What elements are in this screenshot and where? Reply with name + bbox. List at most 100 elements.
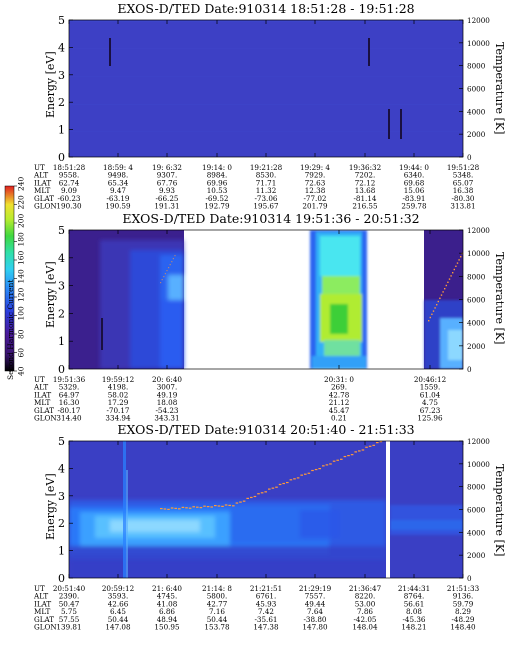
- temperature-point: [436, 304, 438, 306]
- temperature-point: [343, 455, 347, 458]
- temperature-point: [167, 508, 170, 510]
- y-right-tick-label: 6000: [467, 85, 486, 94]
- table-cell: -81.14: [353, 194, 376, 203]
- table-cell: 19:29: 4: [300, 163, 330, 172]
- temperature-point: [221, 505, 224, 507]
- temperature-point: [166, 270, 168, 272]
- table-cell: 67.76: [157, 178, 178, 187]
- y-right-tick-label: 4000: [467, 528, 486, 537]
- temperature-point: [163, 276, 165, 278]
- table-cell: 9.09: [61, 186, 77, 195]
- table-cell: 147.08: [105, 623, 131, 632]
- table-cell: 5800.: [207, 592, 228, 601]
- table-cell: 67.23: [420, 406, 441, 415]
- table-row-label: ILAT: [34, 390, 51, 399]
- table-cell: 139.81: [56, 623, 81, 632]
- table-cell: 19:21:28: [250, 163, 283, 172]
- table-cell: 64.97: [59, 390, 80, 399]
- panel-2: EXOS-D/TED Date:910314 19:51:36 - 20:51:…: [33, 211, 505, 423]
- table-cell: 50.44: [207, 615, 228, 624]
- panel-3-title: EXOS-D/TED Date:910314 20:51:40 - 21:51:…: [117, 422, 414, 437]
- y-tick-label: 3: [58, 69, 65, 82]
- table-cell: 71.71: [256, 178, 277, 187]
- temperature-point: [185, 507, 188, 509]
- temperature-point: [161, 279, 163, 281]
- table-cell: 56.61: [404, 599, 425, 608]
- temperature-point: [354, 451, 357, 453]
- table-cell: 4745.: [157, 592, 178, 601]
- table-row-label: GLAT: [34, 194, 54, 203]
- y-tick-label: 5: [58, 14, 65, 27]
- table-cell: 153.78: [204, 623, 230, 632]
- table-cell: 7557.: [305, 592, 326, 601]
- table-cell: 9.93: [159, 186, 175, 195]
- y-tick-label: 2: [58, 307, 65, 320]
- table-cell: 6340.: [404, 171, 425, 180]
- table-cell: 57.55: [59, 615, 80, 624]
- table-cell: 21.12: [329, 398, 350, 407]
- table-cell: -38.80: [303, 615, 326, 624]
- table-cell: 21:14: 8: [202, 584, 232, 593]
- table-cell: 7.16: [209, 607, 225, 616]
- temperature-point: [214, 505, 217, 507]
- temperature-point: [199, 507, 203, 509]
- table-cell: 216.55: [352, 202, 378, 211]
- table-cell: 11.32: [256, 186, 277, 195]
- colorbar: 40 60 80 100 120 140 160 180 200 220 240 Second Ha…: [4, 176, 26, 380]
- temperature-point: [278, 483, 282, 486]
- temperature-point: [169, 264, 171, 266]
- temperature-point: [322, 465, 325, 467]
- temperature-point: [168, 267, 170, 269]
- table-cell: 6.86: [159, 607, 175, 616]
- table-cell: 2390.: [59, 592, 80, 601]
- temperature-point: [376, 442, 379, 444]
- y-tick-label: 1: [58, 124, 65, 137]
- temperature-point: [325, 464, 329, 466]
- temperature-point: [232, 505, 235, 507]
- temperature-point: [347, 455, 350, 457]
- temperature-point: [172, 258, 174, 260]
- y-right-tick-label: 0: [467, 365, 472, 374]
- table-row-label: UT: [34, 163, 45, 172]
- y-right-tick-label: 12000: [467, 226, 490, 235]
- table-cell: 8.08: [406, 607, 422, 616]
- temperature-point: [368, 445, 372, 447]
- table-cell: 49.19: [157, 390, 178, 399]
- table-cell: 191.31: [154, 202, 179, 211]
- panel-3-ylabel: Energy [eV]: [44, 473, 57, 540]
- panel-1-ylabel: Energy [eV]: [44, 51, 57, 118]
- table-cell: -66.25: [155, 194, 178, 203]
- y-right-tick-label: 2000: [467, 551, 486, 560]
- temperature-point: [242, 500, 246, 502]
- table-cell: 20:31: 0: [324, 375, 354, 384]
- panel-3-temperature-trace: [160, 441, 383, 510]
- temperature-point: [365, 446, 368, 448]
- table-row-label: MLT: [34, 607, 51, 616]
- temperature-point: [332, 460, 336, 462]
- temperature-point: [455, 265, 457, 267]
- temperature-point: [460, 256, 462, 258]
- temperature-point: [437, 300, 439, 303]
- temperature-point: [289, 479, 293, 481]
- temperature-point: [445, 284, 447, 287]
- table-cell: 6.45: [110, 607, 126, 616]
- table-row-label: MLT: [34, 186, 51, 195]
- table-cell: -63.19: [106, 194, 129, 203]
- colorbar-tick-label: 160: [17, 250, 26, 265]
- y-tick-label: 4: [58, 252, 65, 265]
- panel-2-ylabel: Energy [eV]: [44, 261, 57, 328]
- table-cell: 7.42: [258, 607, 274, 616]
- table-cell: 59.79: [453, 599, 474, 608]
- y-right-tick-label: 2000: [467, 342, 486, 351]
- table-cell: 20:51:40: [53, 584, 86, 593]
- temperature-point: [444, 288, 446, 290]
- table-cell: 16.30: [59, 398, 80, 407]
- table-cell: 21: 6:40: [152, 584, 182, 593]
- y-right-tick-label: 12000: [467, 437, 490, 446]
- table-cell: 259.78: [401, 202, 427, 211]
- temperature-point: [174, 507, 177, 509]
- table-cell: 5329.: [59, 383, 80, 392]
- temperature-point: [304, 473, 307, 475]
- temperature-point: [174, 255, 176, 257]
- table-cell: 42.78: [329, 390, 350, 399]
